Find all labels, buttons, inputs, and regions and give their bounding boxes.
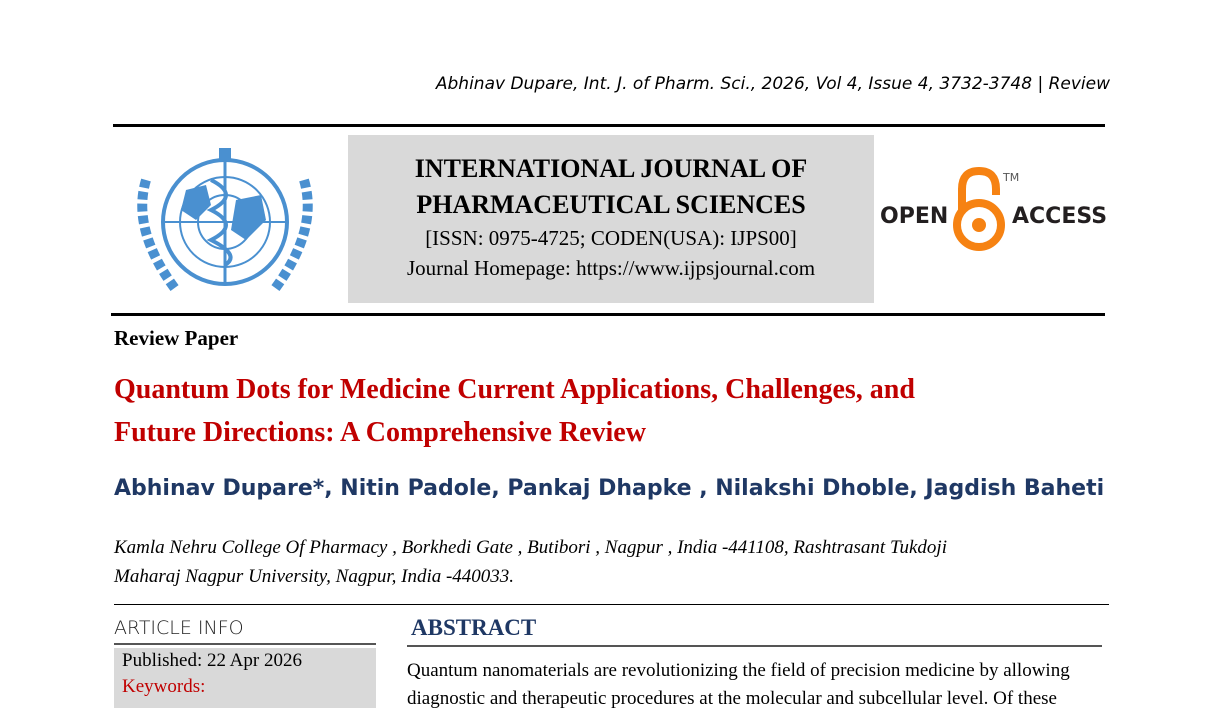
journal-name-line2: PHARMACEUTICAL SCIENCES bbox=[416, 190, 806, 219]
affiliation: Kamla Nehru College Of Pharmacy , Borkhe… bbox=[114, 533, 1114, 591]
article-info-box: Published: 22 Apr 2026 Keywords: bbox=[114, 648, 376, 708]
trademark-text: TM bbox=[1002, 171, 1019, 184]
journal-name-line1: INTERNATIONAL JOURNAL OF bbox=[414, 154, 808, 183]
title-line1: Quantum Dots for Medicine Current Applic… bbox=[114, 374, 915, 405]
open-lock-icon bbox=[953, 166, 1005, 251]
abstract-heading: ABSTRACT bbox=[411, 615, 537, 640]
who-emblem-logo bbox=[137, 148, 313, 293]
article-info-heading: ARTICLE INFO bbox=[114, 617, 244, 639]
paper-title: Quantum Dots for Medicine Current Applic… bbox=[114, 368, 1094, 454]
affiliation-line1: Kamla Nehru College Of Pharmacy , Borkhe… bbox=[114, 537, 947, 558]
abstract-line2: diagnostic and therapeutic procedures at… bbox=[407, 688, 1057, 709]
abstract-rule bbox=[407, 645, 1102, 647]
abstract-text: Quantum nanomaterials are revolutionizin… bbox=[407, 657, 1107, 713]
banner-bottom-rule bbox=[111, 313, 1105, 316]
section-rule bbox=[114, 604, 1109, 605]
title-line2: Future Directions: A Comprehensive Revie… bbox=[114, 417, 646, 448]
open-access-logo: OPEN ACCESS TM bbox=[880, 166, 1107, 251]
journal-homepage: Journal Homepage: https://www.ijpsjourna… bbox=[406, 256, 816, 280]
keywords-label: Keywords: bbox=[122, 676, 206, 697]
article-info-rule bbox=[114, 643, 376, 645]
abstract-line1: Quantum nanomaterials are revolutionizin… bbox=[407, 660, 1070, 681]
journal-issn: [ISSN: 0975-4725; CODEN(USA): IJPS00] bbox=[425, 226, 797, 250]
open-access-right-text: ACCESS bbox=[1012, 204, 1107, 229]
authors: Abhinav Dupare*, Nitin Padole, Pankaj Dh… bbox=[114, 476, 1105, 501]
paper-type: Review Paper bbox=[114, 326, 239, 350]
journal-banner: INTERNATIONAL JOURNAL OF PHARMACEUTICAL … bbox=[348, 135, 874, 303]
top-rule bbox=[113, 124, 1105, 127]
affiliation-line2: Maharaj Nagpur University, Nagpur, India… bbox=[114, 566, 515, 587]
running-header: Abhinav Dupare, Int. J. of Pharm. Sci., … bbox=[435, 74, 1110, 94]
open-access-left-text: OPEN bbox=[880, 204, 948, 229]
published-date: Published: 22 Apr 2026 bbox=[122, 650, 302, 671]
